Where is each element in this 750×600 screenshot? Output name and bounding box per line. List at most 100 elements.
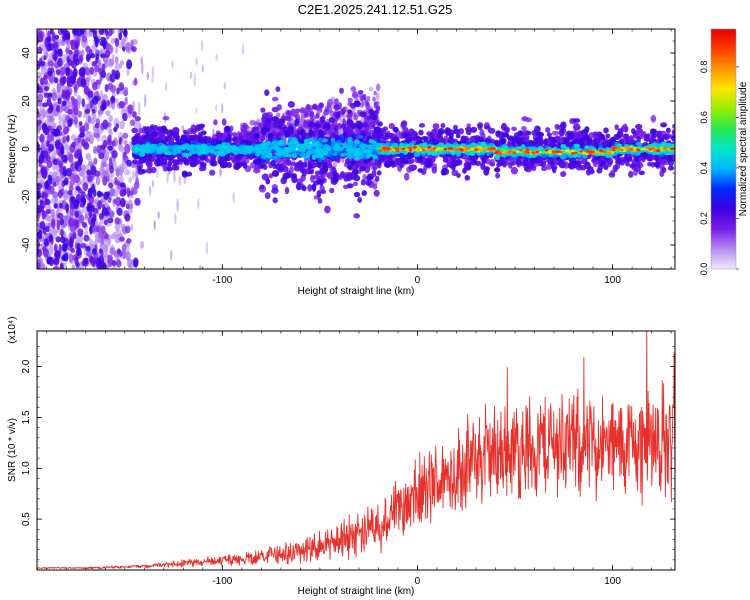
heatmap-cell	[39, 77, 46, 86]
heatmap-cell	[551, 165, 557, 174]
heatmap-cell	[603, 127, 609, 134]
heatmap-cell	[65, 203, 69, 214]
heatmap-cell	[148, 185, 152, 196]
heatmap-cell	[259, 184, 265, 190]
heatmap-cell	[77, 110, 83, 118]
heatmap-cell	[126, 238, 132, 244]
heatmap-cell	[95, 257, 102, 266]
heatmap-cell	[81, 221, 87, 228]
heatmap-cell	[353, 100, 361, 108]
heatmap-cell	[41, 123, 48, 130]
heatmap-cell	[79, 121, 83, 127]
heatmap-cell	[259, 161, 265, 169]
heatmap-cell	[286, 109, 291, 116]
heatmap-cell	[55, 69, 61, 76]
heatmap-cell	[52, 41, 59, 50]
heatmap-cell	[360, 179, 366, 186]
heatmap-cell	[224, 156, 232, 162]
heatmap-cell	[73, 174, 80, 184]
heatmap-cell	[484, 166, 490, 172]
heatmap-cell	[84, 67, 91, 76]
heatmap-cell	[163, 138, 169, 143]
heatmap-cell	[119, 197, 126, 208]
heatmap-cell	[127, 258, 133, 269]
heatmap-cell	[346, 183, 354, 189]
heatmap-cell	[68, 49, 73, 55]
heatmap-cell	[69, 179, 75, 186]
heatmap-cell	[51, 91, 57, 102]
heatmap-cell	[350, 122, 358, 129]
heatmap-cell	[122, 132, 129, 139]
heatmap-cell	[93, 133, 101, 139]
heatmap-cell	[102, 161, 108, 168]
heatmap-cell	[307, 184, 313, 192]
heatmap-cell	[54, 139, 61, 149]
heatmap-cell	[362, 93, 367, 101]
heatmap-cell	[219, 167, 222, 177]
heatmap-cell	[441, 167, 448, 173]
heatmap-cell	[353, 174, 361, 182]
heatmap-cell	[270, 159, 276, 167]
heatmap-cell	[59, 167, 64, 174]
heatmap-cell	[102, 175, 108, 186]
heatmap-cell	[141, 169, 147, 174]
heatmap-cell	[43, 86, 50, 92]
heatmap-cell	[295, 182, 302, 191]
heatmap-cell	[74, 210, 79, 218]
heatmap-cell	[167, 154, 174, 161]
heatmap-cell	[48, 234, 54, 243]
heatmap-cell	[48, 115, 53, 122]
heatmap-cell	[39, 199, 44, 206]
heatmap-cell	[328, 116, 336, 123]
heatmap-cell	[72, 231, 77, 240]
heatmap-cell	[60, 29, 67, 34]
heatmap-cell	[171, 60, 174, 69]
heatmap-cell	[549, 137, 555, 143]
heatmap-cell	[84, 213, 88, 220]
heatmap-cell	[257, 122, 262, 127]
heatmap-cell	[558, 129, 565, 137]
heatmap-cell	[53, 265, 60, 269]
heatmap-cell	[45, 226, 50, 233]
heatmap-cell	[43, 55, 47, 61]
heatmap-cell	[131, 46, 137, 53]
heatmap-cell	[57, 97, 62, 105]
heatmap-cell	[54, 250, 61, 260]
heatmap-cell	[95, 175, 101, 186]
heatmap-cell	[103, 191, 109, 200]
heatmap-cell	[332, 174, 339, 179]
heatmap-cell	[79, 29, 85, 35]
heatmap-cell	[94, 64, 100, 73]
heatmap-cell	[363, 121, 368, 128]
heatmap-cell	[385, 159, 393, 168]
heatmap-cell	[511, 137, 519, 145]
heatmap-cell	[265, 117, 272, 124]
heatmap-cell	[74, 161, 79, 171]
heatmap-cell	[635, 123, 643, 130]
heatmap-cell	[153, 220, 156, 230]
heatmap-cell	[66, 134, 70, 142]
heatmap-cell	[88, 134, 94, 145]
heatmap-cell	[656, 131, 662, 138]
heatmap-cell	[271, 96, 279, 102]
spectrogram-heatmap	[37, 29, 675, 269]
heatmap-cell	[252, 126, 259, 133]
heatmap-cell	[63, 119, 67, 129]
heatmap-cell	[81, 98, 85, 108]
heatmap-cell	[82, 257, 88, 265]
heatmap-cell	[392, 136, 400, 142]
heatmap-cell	[63, 126, 69, 135]
heatmap-cell	[99, 144, 106, 150]
heatmap-cell	[370, 114, 377, 120]
heatmap-cell	[102, 42, 107, 50]
heatmap-cell	[111, 149, 118, 159]
heatmap-cell	[174, 213, 177, 225]
heatmap-cell	[80, 164, 86, 172]
heatmap-cell	[546, 132, 552, 138]
heatmap-cell	[46, 160, 53, 169]
heatmap-cell	[67, 118, 73, 128]
heatmap-cell	[48, 177, 53, 185]
heatmap-cell	[253, 158, 261, 166]
